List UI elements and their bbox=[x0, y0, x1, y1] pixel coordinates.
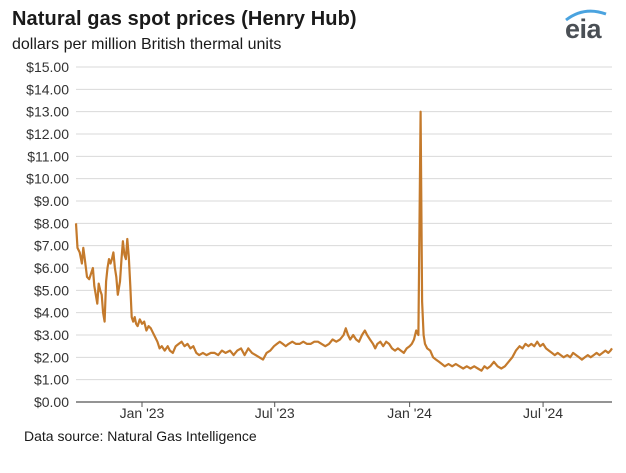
y-tick-label: $1.00 bbox=[34, 372, 69, 388]
y-tick-label: $8.00 bbox=[34, 215, 69, 231]
y-tick-label: $9.00 bbox=[34, 193, 69, 209]
x-tick-label: Jan '23 bbox=[120, 405, 165, 421]
y-tick-label: $13.00 bbox=[26, 104, 69, 120]
y-tick-label: $12.00 bbox=[26, 126, 69, 142]
y-tick-label: $2.00 bbox=[34, 349, 69, 365]
grid-lines bbox=[76, 66, 612, 403]
y-tick-label: $14.00 bbox=[26, 81, 69, 97]
x-tick-label: Jul '24 bbox=[523, 405, 563, 421]
x-axis: Jan '23 Jul '23 Jan '24 Jul '24 bbox=[120, 402, 563, 421]
y-axis: $0.00 $1.00 $2.00 $3.00 $4.00 $5.00 $6.00 $7.00… bbox=[26, 59, 69, 410]
eia-logo: eia bbox=[562, 6, 612, 46]
x-tick-label: Jul '23 bbox=[255, 405, 295, 421]
y-tick-label: $10.00 bbox=[26, 171, 69, 187]
y-tick-label: $5.00 bbox=[34, 282, 69, 298]
y-tick-label: $7.00 bbox=[34, 238, 69, 254]
y-tick-label: $15.00 bbox=[26, 59, 69, 75]
logo-arc-icon bbox=[565, 9, 607, 22]
x-tick-label: Jan '24 bbox=[387, 405, 432, 421]
y-tick-label: $4.00 bbox=[34, 305, 69, 321]
price-series-line bbox=[74, 110, 613, 372]
y-tick-label: $11.00 bbox=[27, 148, 69, 164]
y-tick-label: $3.00 bbox=[34, 327, 69, 343]
y-tick-label: $6.00 bbox=[34, 260, 69, 276]
data-source-note: Data source: Natural Gas Intelligence bbox=[24, 428, 257, 444]
chart-subtitle: dollars per million British thermal unit… bbox=[12, 36, 282, 53]
chart-title: Natural gas spot prices (Henry Hub) bbox=[12, 8, 357, 30]
logo-text: eia bbox=[565, 14, 602, 44]
y-tick-label: $0.00 bbox=[34, 394, 69, 410]
